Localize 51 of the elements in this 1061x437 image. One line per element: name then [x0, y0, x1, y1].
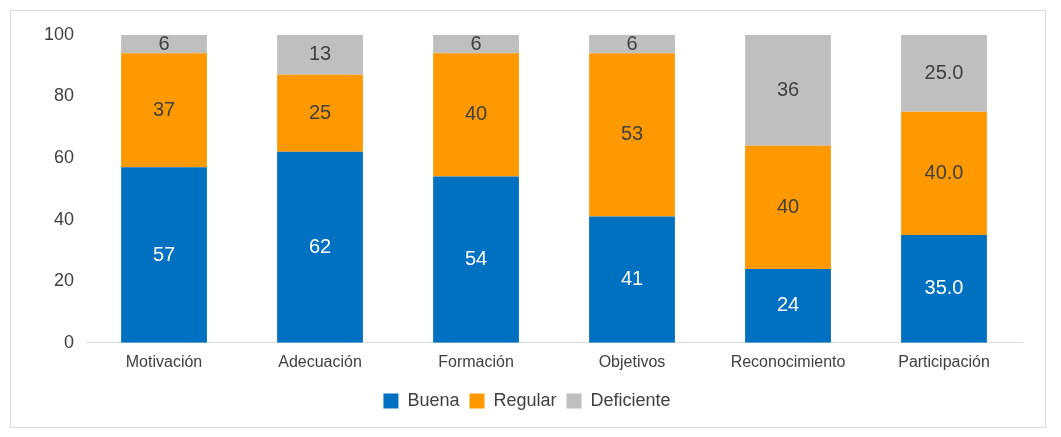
bar: [433, 176, 519, 343]
bar: [589, 34, 675, 54]
bar: [901, 235, 987, 343]
y-tick-label: 60: [54, 146, 75, 167]
y-tick-label: 40: [54, 208, 75, 229]
bar: [121, 34, 207, 54]
data-label: 62: [308, 234, 332, 257]
bar: [589, 53, 675, 217]
data-label: 35.0: [924, 276, 964, 299]
x-tick-label: Objetivos: [598, 352, 666, 370]
x-tick-label: Formación: [438, 352, 514, 370]
x-tick-label: Adecuación: [278, 352, 362, 370]
bar: [433, 53, 519, 177]
legend-label: Regular: [493, 389, 557, 410]
y-tick-label: 80: [54, 85, 75, 106]
bar: [901, 34, 987, 112]
data-label: 37: [152, 97, 176, 120]
data-label: 25.0: [924, 60, 964, 83]
data-label: 53: [620, 122, 644, 145]
bar: [745, 145, 831, 269]
data-label: 40: [776, 194, 800, 217]
bar: [433, 34, 519, 54]
legend-label: Buena: [407, 389, 461, 410]
data-label: 13: [308, 42, 332, 65]
data-label: 6: [158, 31, 170, 54]
x-tick-label: Motivación: [125, 352, 203, 370]
bar: [745, 34, 831, 146]
data-label: 40: [464, 102, 488, 125]
x-tick-label: Reconocimiento: [730, 352, 846, 370]
bar: [901, 111, 987, 235]
legend-label: Deficiente: [590, 389, 671, 410]
y-tick-label: 0: [64, 331, 75, 352]
data-label: 24: [776, 293, 800, 316]
bar: [121, 53, 207, 168]
data-label: 57: [152, 242, 176, 265]
x-tick-label: Participación: [898, 352, 990, 370]
bar: [277, 74, 363, 152]
data-label: 41: [620, 267, 644, 290]
y-tick-label: 20: [54, 270, 75, 291]
data-label: 6: [470, 31, 482, 54]
bar: [589, 216, 675, 343]
data-label: 36: [776, 77, 800, 100]
bar: [121, 167, 207, 343]
y-tick-label: 100: [43, 23, 75, 44]
bar: [745, 268, 831, 343]
data-label: 54: [464, 247, 488, 270]
bar: [277, 151, 363, 343]
data-label: 25: [308, 100, 332, 123]
bar: [277, 34, 363, 75]
data-label: 6: [626, 31, 638, 54]
data-label: 40.0: [924, 160, 964, 183]
